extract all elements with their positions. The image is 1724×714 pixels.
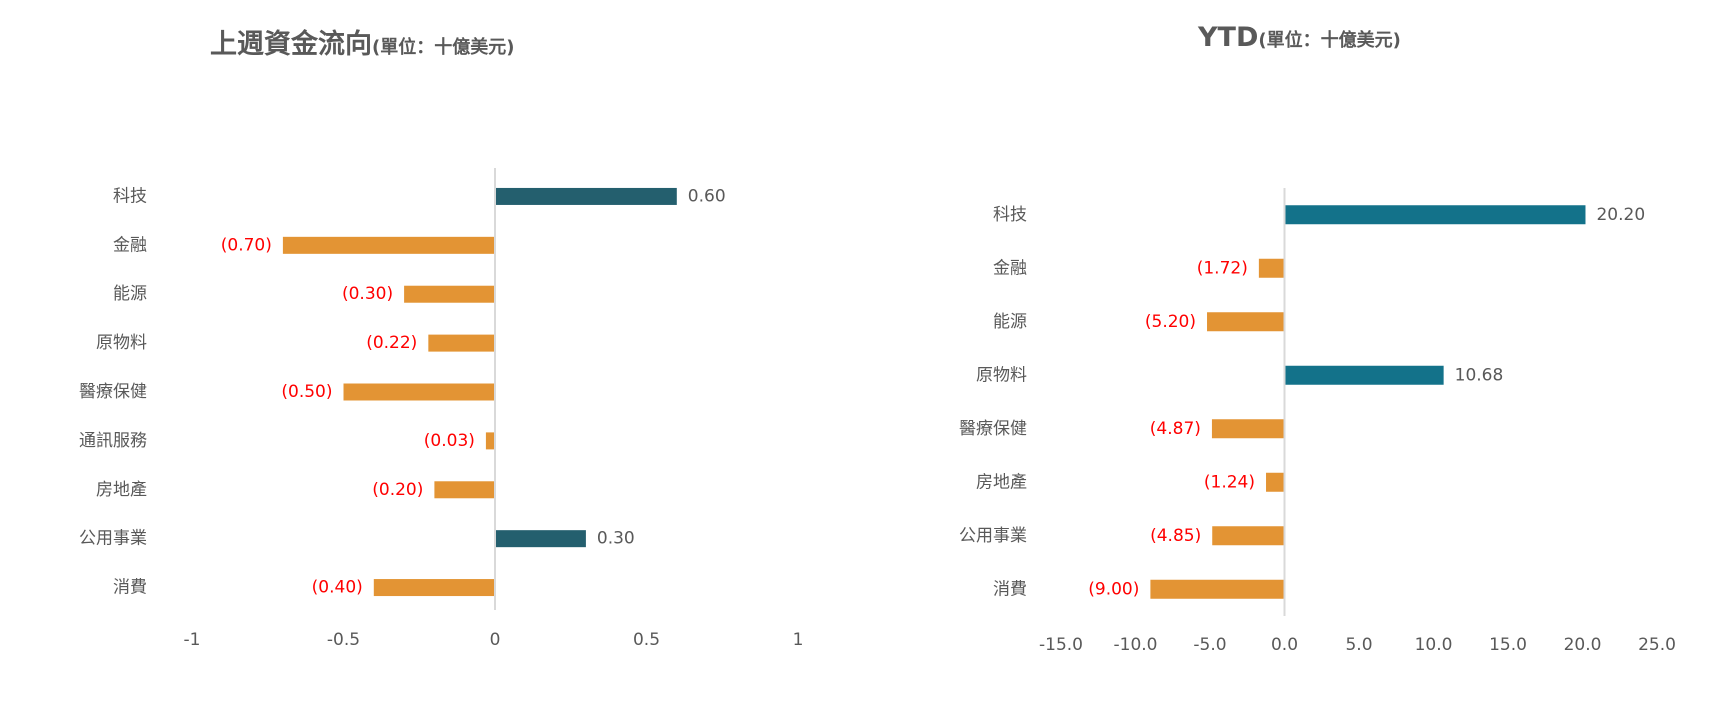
category-label: 金融: [993, 258, 1027, 278]
x-tick-label: 5.0: [1345, 635, 1372, 655]
chart-title: YTD(單位：十億美元): [1198, 22, 1401, 53]
x-tick-label: 15.0: [1489, 635, 1527, 655]
bar: [343, 383, 495, 401]
x-tick-label: -1: [184, 630, 201, 650]
x-tick-label: 25.0: [1638, 635, 1676, 655]
category-label: 公用事業: [79, 529, 147, 549]
bar: [428, 334, 495, 352]
data-label: (0.22): [366, 333, 417, 353]
bar: [1212, 526, 1285, 546]
category-label: 通訊服務: [79, 431, 147, 451]
weekly-flow-chart: 上週資金流向(單位：十億美元) 科技 0.60 金融 (0.70) 能源 (0.30) 原物…: [79, 22, 804, 650]
x-tick-label: 0.0: [1271, 635, 1298, 655]
data-label: 0.30: [597, 529, 635, 549]
bar: [1284, 365, 1444, 385]
bar: [1150, 579, 1285, 599]
data-label: (1.72): [1197, 258, 1248, 278]
x-tick-label: -5.0: [1193, 635, 1226, 655]
bar: [282, 236, 495, 254]
category-label: 公用事業: [959, 526, 1027, 546]
x-tick-label: 0: [490, 630, 501, 650]
bar: [404, 285, 495, 303]
bar-plot: 科技 20.20 金融 (1.72) 能源 (5.20) 原物料 10.68 醫療保健 (4.87…: [959, 188, 1676, 655]
bar: [1207, 312, 1285, 332]
title-text: 上週資金流向: [210, 29, 372, 60]
bar: [1284, 205, 1586, 225]
category-label: 能源: [993, 312, 1027, 332]
category-label: 能源: [113, 284, 147, 304]
bar: [1266, 472, 1285, 492]
bar: [373, 579, 495, 597]
data-label: (5.20): [1145, 312, 1196, 332]
category-label: 金融: [113, 235, 147, 255]
data-label: (1.24): [1204, 472, 1255, 492]
data-label: (0.30): [342, 284, 393, 304]
category-label: 房地產: [96, 480, 147, 500]
category-label: 科技: [993, 205, 1027, 225]
data-label: (0.40): [312, 578, 363, 598]
data-label: (0.50): [281, 382, 332, 402]
data-label: (0.03): [424, 431, 475, 451]
x-tick-label: 1: [793, 630, 804, 650]
ytd-flow-chart: YTD(單位：十億美元) 科技 20.20 金融 (1.72) 能源 (5.20) 原物料 1…: [862, 0, 1724, 714]
title-unit: (單位：十億美元): [1258, 30, 1401, 51]
category-label: 科技: [113, 186, 147, 206]
data-label: (0.70): [221, 235, 272, 255]
bar-plot: 科技 0.60 金融 (0.70) 能源 (0.30) 原物料 (0.22) 醫療保健 (0.50…: [79, 168, 804, 650]
data-label: 0.60: [688, 186, 726, 206]
category-label: 房地產: [976, 472, 1027, 492]
x-tick-label: -15.0: [1039, 635, 1083, 655]
x-tick-label: 10.0: [1415, 635, 1453, 655]
category-label: 消費: [993, 579, 1027, 599]
title-text: YTD: [1198, 22, 1259, 53]
bar: [485, 432, 495, 450]
chart-title: 上週資金流向(單位：十億美元): [210, 22, 514, 61]
x-tick-label: -10.0: [1114, 635, 1158, 655]
category-label: 原物料: [96, 333, 147, 353]
category-label: 原物料: [976, 365, 1027, 385]
x-tick-label: -0.5: [327, 630, 360, 650]
data-label: 20.20: [1596, 205, 1645, 225]
x-tick-label: 20.0: [1564, 635, 1602, 655]
data-label: (9.00): [1088, 579, 1139, 599]
category-label: 消費: [113, 578, 147, 598]
data-label: (0.20): [372, 480, 423, 500]
bar: [434, 481, 495, 499]
bar: [1211, 419, 1285, 439]
category-label: 醫療保健: [959, 419, 1027, 439]
title-unit: (單位：十億美元): [372, 37, 515, 58]
data-label: (4.85): [1150, 526, 1201, 546]
x-tick-label: 0.5: [633, 630, 660, 650]
data-label: 10.68: [1455, 365, 1504, 385]
data-label: (4.87): [1150, 419, 1201, 439]
bar: [495, 530, 586, 548]
bar: [495, 187, 677, 205]
category-label: 醫療保健: [79, 382, 147, 402]
bar: [1258, 258, 1285, 278]
